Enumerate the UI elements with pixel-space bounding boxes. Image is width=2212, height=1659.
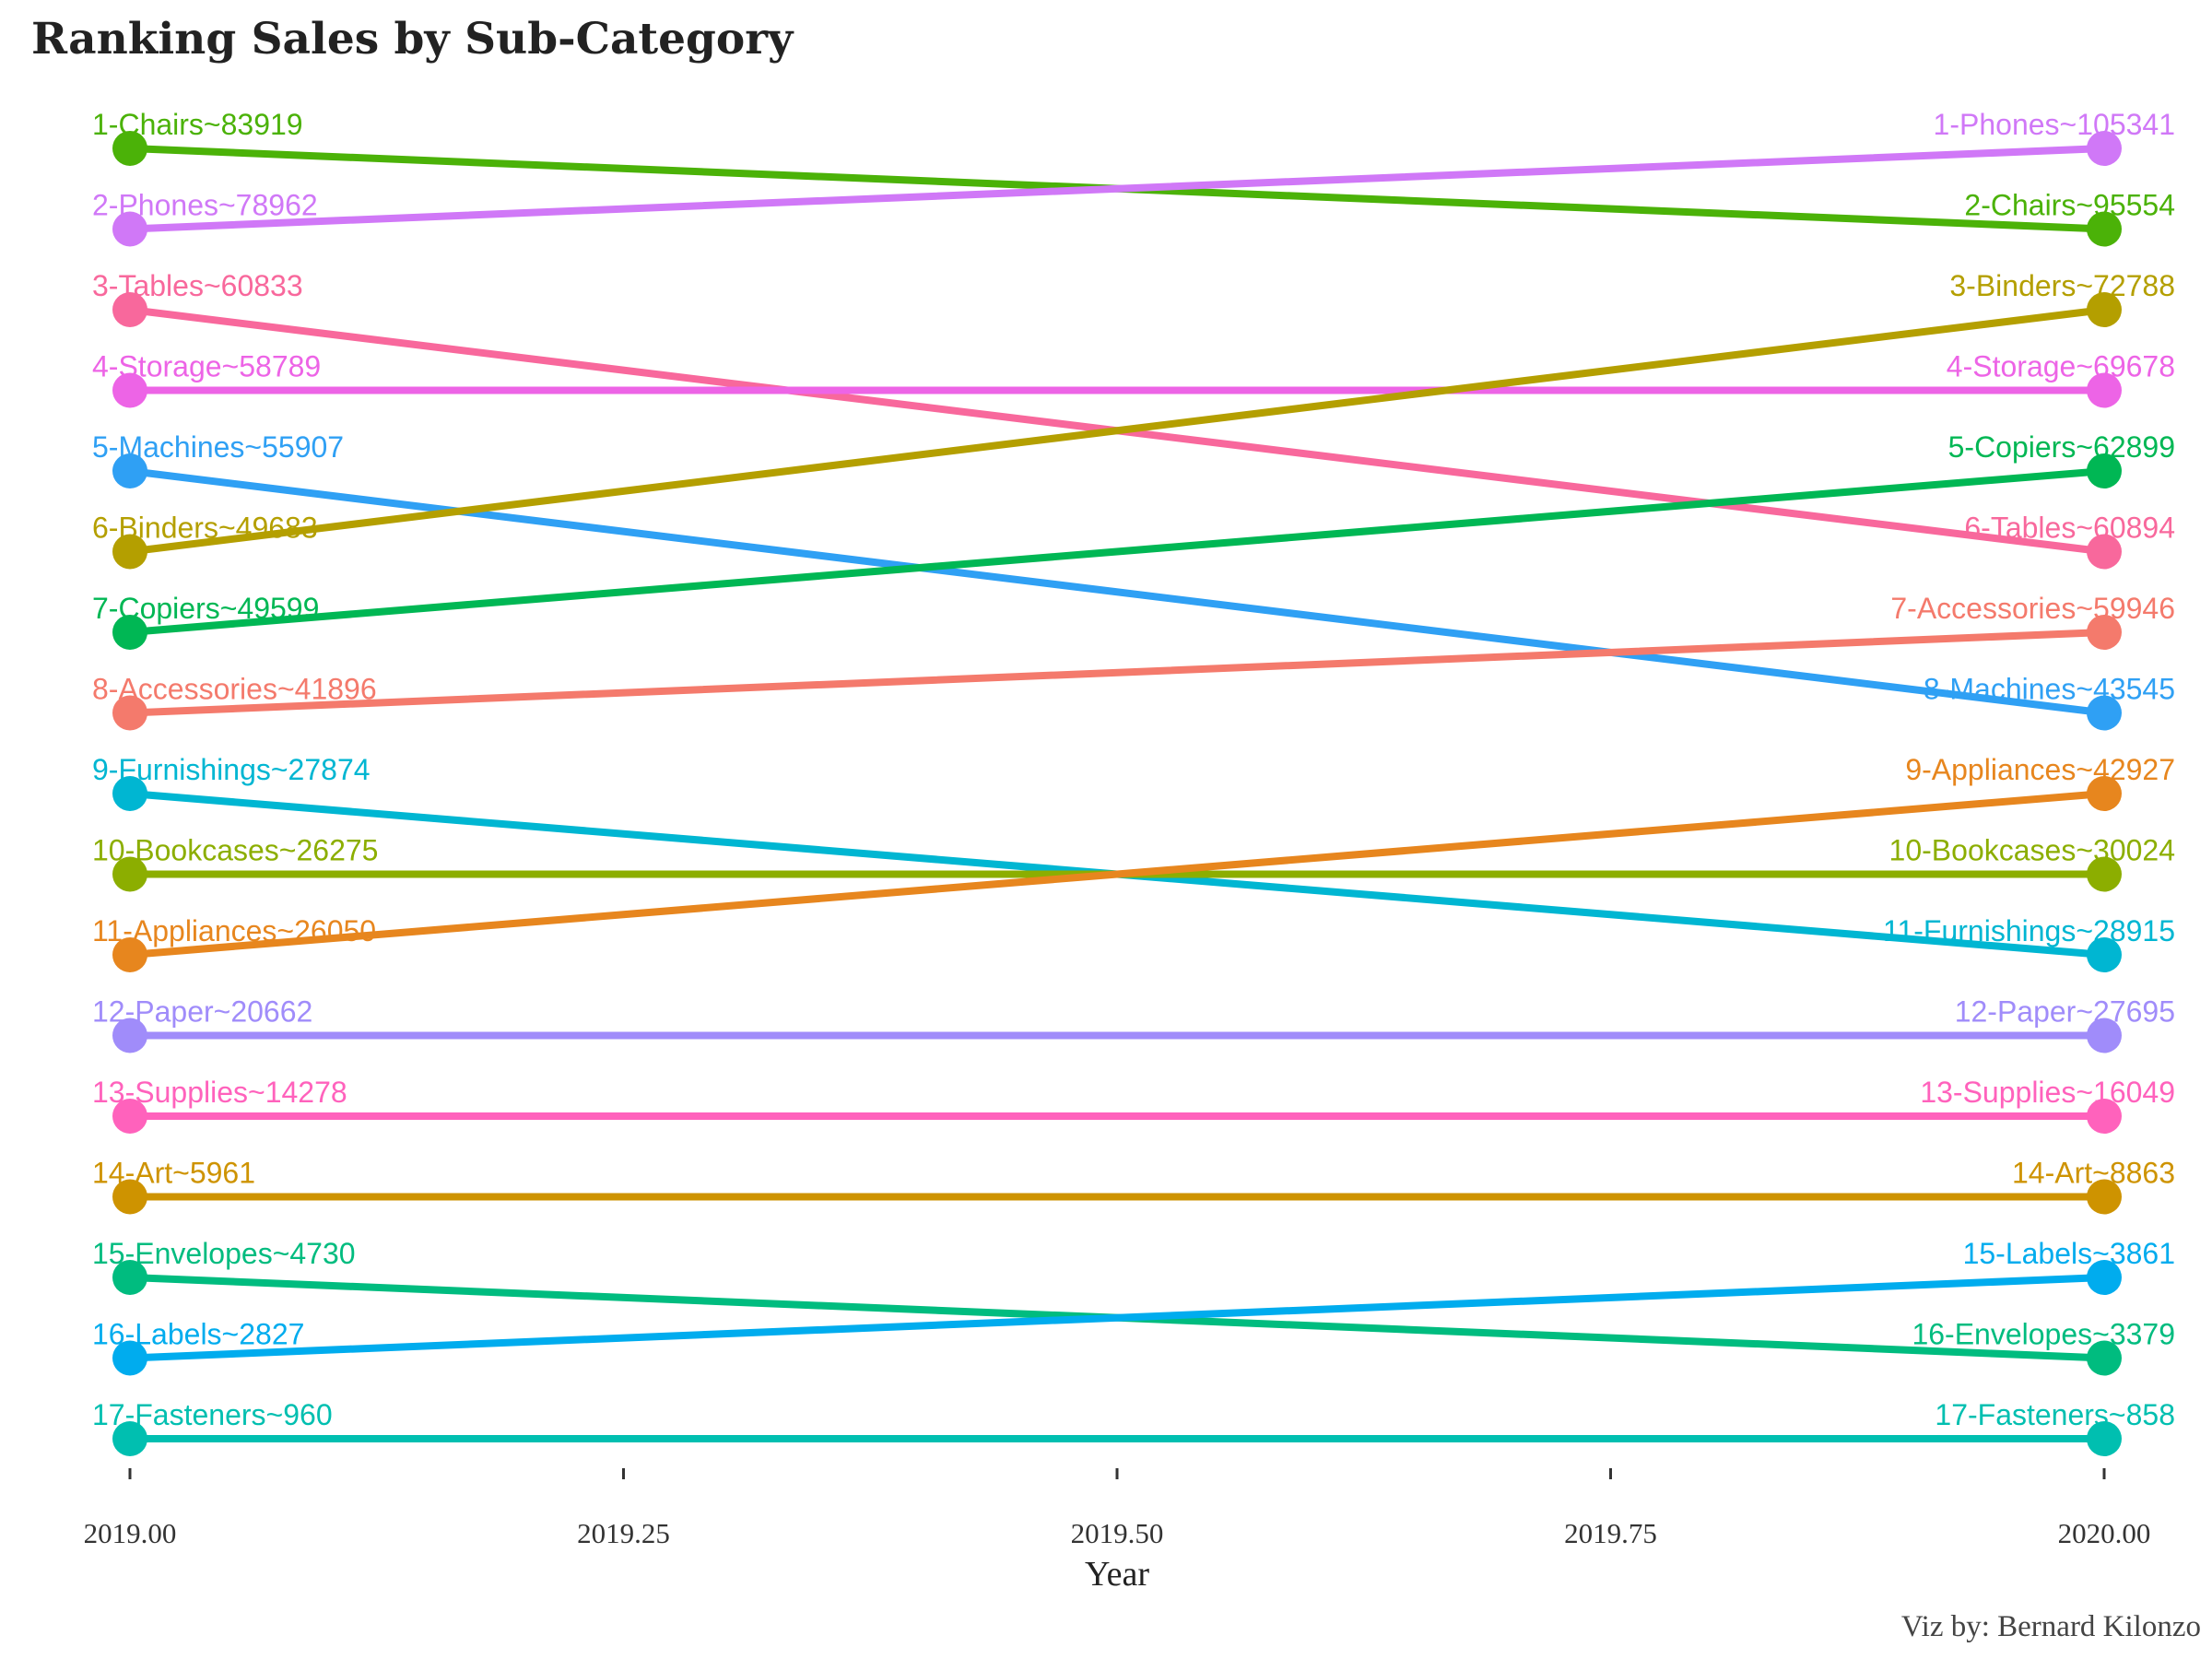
point-label-phones-2019: 2-Phones~78962 [92,189,318,222]
point-label-copiers-2019: 7-Copiers~49599 [92,592,319,625]
point-label-machines-2020: 8-Machines~43545 [1924,673,2175,706]
point-bookcases-2020 [2087,856,2122,892]
point-chairs-2020 [2087,211,2122,247]
x-axis: 2019.00 2019.25 2019.50 2019.75 2020.00 [84,1468,2151,1549]
point-label-tables-2020: 6-Tables~60894 [1964,512,2175,545]
point-storage-2020 [2087,372,2122,408]
point-art-2019 [112,1179,147,1215]
series-line-labels [126,1274,2108,1362]
point-label-bookcases-2019: 10-Bookcases~26275 [92,834,378,867]
point-copiers-2020 [2087,453,2122,488]
point-tables-2020 [2087,534,2122,570]
point-label-paper-2020: 12-Paper~27695 [1955,995,2175,1029]
point-label-accessories-2020: 7-Accessories~59946 [1890,592,2175,625]
point-label-chairs-2020: 2-Chairs~95554 [1964,189,2175,222]
series-line-accessories [126,629,2108,717]
series-line-appliances [126,790,2108,959]
series-line-phones [126,145,2108,233]
point-label-binders-2019: 6-Binders~49683 [92,512,318,545]
point-supplies-2020 [2087,1099,2122,1134]
x-axis-label: Year [1085,1555,1149,1594]
point-label-phones-2020: 1-Phones~105341 [1934,108,2175,141]
point-paper-2019 [112,1018,147,1053]
point-appliances-2020 [2087,776,2122,811]
point-label-furnishings-2019: 9-Furnishings~27874 [92,753,371,786]
point-label-labels-2020: 15-Labels~3861 [1963,1237,2175,1270]
point-machines-2019 [112,453,147,488]
point-label-storage-2019: 4-Storage~58789 [92,350,321,383]
point-label-envelopes-2020: 16-Envelopes~3379 [1912,1318,2175,1351]
point-furnishings-2020 [2087,937,2122,972]
x-tick-label: 2020.00 [2058,1517,2151,1549]
point-binders-2020 [2087,292,2122,327]
point-label-tables-2019: 3-Tables~60833 [92,269,303,302]
point-label-binders-2020: 3-Binders~72788 [1949,269,2175,302]
point-chairs-2019 [112,131,147,166]
point-bookcases-2019 [112,856,147,892]
point-accessories-2019 [112,695,147,731]
point-label-copiers-2020: 5-Copiers~62899 [1948,430,2175,464]
point-label-appliances-2019: 11-Appliances~26050 [92,914,376,947]
point-binders-2019 [112,534,147,570]
point-label-chairs-2019: 1-Chairs~83919 [92,108,303,141]
x-tick-label: 2019.00 [84,1517,177,1549]
series-line-copiers [126,467,2108,636]
point-furnishings-2019 [112,776,147,811]
point-label-accessories-2019: 8-Accessories~41896 [92,673,377,706]
point-tables-2019 [112,292,147,327]
series-lines [126,145,2108,1442]
point-label-art-2019: 14-Art~5961 [92,1157,255,1190]
point-label-bookcases-2020: 10-Bookcases~30024 [1889,834,2175,867]
point-labels: 1-Chairs~83919 2-Chairs~95554 2-Phones~789… [92,108,2175,1431]
chart-title: Ranking Sales by Sub-Category [31,14,794,65]
point-accessories-2020 [2087,615,2122,650]
point-envelopes-2019 [112,1260,147,1295]
point-label-art-2020: 14-Art~8863 [2012,1157,2175,1190]
point-label-furnishings-2020: 11-Furnishings~28915 [1883,914,2175,947]
point-label-supplies-2019: 13-Supplies~14278 [92,1076,347,1109]
point-fasteners-2020 [2087,1421,2122,1456]
point-label-storage-2020: 4-Storage~69678 [1947,350,2175,383]
point-label-fasteners-2020: 17-Fasteners~858 [1935,1398,2175,1431]
point-label-machines-2019: 5-Machines~55907 [92,430,344,464]
point-label-supplies-2020: 13-Supplies~16049 [1920,1076,2175,1109]
point-supplies-2019 [112,1099,147,1134]
point-copiers-2019 [112,615,147,650]
point-appliances-2019 [112,937,147,972]
point-storage-2019 [112,372,147,408]
point-machines-2020 [2087,695,2122,731]
point-label-appliances-2020: 9-Appliances~42927 [1905,753,2175,786]
series-line-machines [126,467,2108,717]
point-labels-2020 [2087,1260,2122,1295]
series-line-binders [126,306,2108,556]
series-points [112,131,2122,1456]
x-tick-label: 2019.50 [1071,1517,1164,1549]
x-tick-label: 2019.75 [1564,1517,1657,1549]
point-label-envelopes-2019: 15-Envelopes~4730 [92,1237,356,1270]
point-labels-2019 [112,1340,147,1376]
point-paper-2020 [2087,1018,2122,1053]
point-label-labels-2019: 16-Labels~2827 [92,1318,304,1351]
point-art-2020 [2087,1179,2122,1215]
point-phones-2019 [112,211,147,247]
point-envelopes-2020 [2087,1340,2122,1376]
point-phones-2020 [2087,131,2122,166]
x-tick-label: 2019.25 [577,1517,670,1549]
point-label-paper-2019: 12-Paper~20662 [92,995,312,1029]
point-label-fasteners-2019: 17-Fasteners~960 [92,1398,333,1431]
point-fasteners-2019 [112,1421,147,1456]
chart-caption: Viz by: Bernard Kilonzo [1901,1610,2201,1643]
